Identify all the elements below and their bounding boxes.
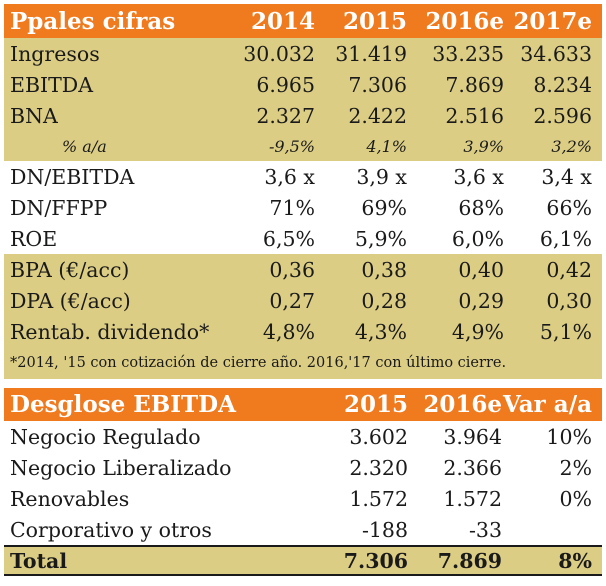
footnote: *2014, '15 con cotización de cierre año.…: [4, 347, 602, 379]
row-label: Ingresos: [10, 41, 100, 66]
cell-value: 4,1%: [366, 136, 407, 156]
cell-value: 69%: [361, 195, 407, 220]
cell-value: 3,9%: [463, 136, 504, 156]
table-row: Rentab. dividendo* 4,8% 4,3% 4,9% 5,1%: [4, 316, 602, 347]
table-row: Negocio Regulado 3.602 3.964 10%: [4, 421, 602, 452]
cell-value: 10%: [546, 424, 592, 449]
cell-value: 7.306: [348, 72, 407, 97]
cell-value: 2.596: [533, 103, 592, 128]
cell-value: 2%: [559, 455, 592, 480]
table-row: DPA (€/acc) 0,27 0,28 0,29 0,30: [4, 285, 602, 316]
cell-value: 31.419: [335, 41, 407, 66]
cell-value: 2.320: [349, 455, 408, 480]
cell-value: 0,29: [458, 288, 504, 313]
col-header: 2014: [250, 7, 315, 35]
cell-value: 3,6 x: [264, 164, 315, 189]
cell-value: 0,30: [546, 288, 592, 313]
row-label: ROE: [10, 226, 58, 251]
row-label: Negocio Liberalizado: [10, 455, 232, 480]
cell-value: 6,1%: [539, 226, 592, 251]
cell-value: 8%: [558, 548, 592, 573]
cell-value: 0,42: [546, 257, 592, 282]
cell-value: 71%: [269, 195, 315, 220]
col-header: 2015: [342, 7, 407, 35]
cell-value: -33: [468, 517, 502, 542]
cell-value: 34.633: [520, 41, 592, 66]
cell-value: 1.572: [349, 486, 408, 511]
table-row: DN/FFPP 71% 69% 68% 66%: [4, 192, 602, 223]
table-row: BNA 2.327 2.422 2.516 2.596: [4, 100, 602, 131]
col-header: Var a/a: [503, 391, 592, 418]
row-label: Corporativo y otros: [10, 517, 212, 542]
table-title: Ppales cifras: [10, 7, 176, 35]
col-header: 2016e: [423, 391, 502, 418]
cell-value: 33.235: [432, 41, 504, 66]
cell-value: 2.516: [445, 103, 504, 128]
table-header: Desglose EBITDA 2015 2016e Var a/a: [4, 388, 602, 421]
cell-value: 0%: [559, 486, 592, 511]
table-row: DN/EBITDA 3,6 x 3,9 x 3,6 x 3,4 x: [4, 161, 602, 192]
cell-value: 3,6 x: [453, 164, 504, 189]
table-row: Renovables 1.572 1.572 0%: [4, 483, 602, 514]
cell-value: 5,1%: [539, 319, 592, 344]
col-header: 2016e: [425, 7, 504, 35]
cell-value: 3.602: [349, 424, 408, 449]
cell-value: 68%: [458, 195, 504, 220]
cell-value: 6,5%: [262, 226, 315, 251]
total-row: Total 7.306 7.869 8%: [4, 545, 602, 576]
row-label: EBITDA: [10, 72, 94, 97]
cell-value: 0,36: [269, 257, 315, 282]
table-row: Ingresos 30.032 31.419 33.235 34.633: [4, 38, 602, 69]
row-label: Total: [10, 548, 68, 573]
table-row: Negocio Liberalizado 2.320 2.366 2%: [4, 452, 602, 483]
cell-value: 0,28: [361, 288, 407, 313]
cell-value: 0,27: [269, 288, 315, 313]
cell-value: 7.869: [437, 548, 502, 573]
row-label: DPA (€/acc): [10, 288, 131, 313]
row-label: DN/EBITDA: [10, 164, 135, 189]
row-label: Rentab. dividendo*: [10, 319, 210, 344]
row-label: Negocio Regulado: [10, 424, 201, 449]
table-header: Ppales cifras 2014 2015 2016e 2017e: [4, 4, 602, 38]
cell-value: 0,40: [458, 257, 504, 282]
ebitda-breakdown-table: Desglose EBITDA 2015 2016e Var a/a Negoc…: [4, 388, 602, 576]
cell-value: 4,8%: [262, 319, 315, 344]
cell-value: 4,9%: [451, 319, 504, 344]
table-title: Desglose EBITDA: [10, 391, 236, 418]
cell-value: 5,9%: [354, 226, 407, 251]
row-label: DN/FFPP: [10, 195, 108, 220]
cell-value: 3,4 x: [541, 164, 592, 189]
col-header: 2015: [343, 391, 408, 418]
cell-value: 6.965: [256, 72, 315, 97]
table-row: BPA (€/acc) 0,36 0,38 0,40 0,42: [4, 254, 602, 285]
row-label: Renovables: [10, 486, 130, 511]
main-figures-table: Ppales cifras 2014 2015 2016e 2017e Ingr…: [4, 4, 602, 379]
cell-value: -9,5%: [268, 136, 315, 156]
row-label: BPA (€/acc): [10, 257, 130, 282]
cell-value: 4,3%: [354, 319, 407, 344]
cell-value: 2.366: [443, 455, 502, 480]
table-row: ROE 6,5% 5,9% 6,0% 6,1%: [4, 223, 602, 254]
cell-value: 3,2%: [551, 136, 592, 156]
table-row: EBITDA 6.965 7.306 7.869 8.234: [4, 69, 602, 100]
cell-value: 7.306: [343, 548, 408, 573]
cell-value: 2.422: [348, 103, 407, 128]
cell-value: 3,9 x: [356, 164, 407, 189]
cell-value: 7.869: [445, 72, 504, 97]
table-row: Corporativo y otros -188 -33: [4, 514, 602, 545]
row-label: % a/a: [62, 136, 107, 156]
cell-value: 2.327: [256, 103, 315, 128]
cell-value: 6,0%: [451, 226, 504, 251]
cell-value: 66%: [546, 195, 592, 220]
cell-value: 1.572: [443, 486, 502, 511]
cell-value: 0,38: [361, 257, 407, 282]
row-label: BNA: [10, 103, 58, 128]
table-row: % a/a -9,5% 4,1% 3,9% 3,2%: [4, 131, 602, 161]
cell-value: -188: [361, 517, 408, 542]
cell-value: 8.234: [533, 72, 592, 97]
cell-value: 3.964: [443, 424, 502, 449]
col-header: 2017e: [513, 7, 592, 35]
cell-value: 30.032: [243, 41, 315, 66]
